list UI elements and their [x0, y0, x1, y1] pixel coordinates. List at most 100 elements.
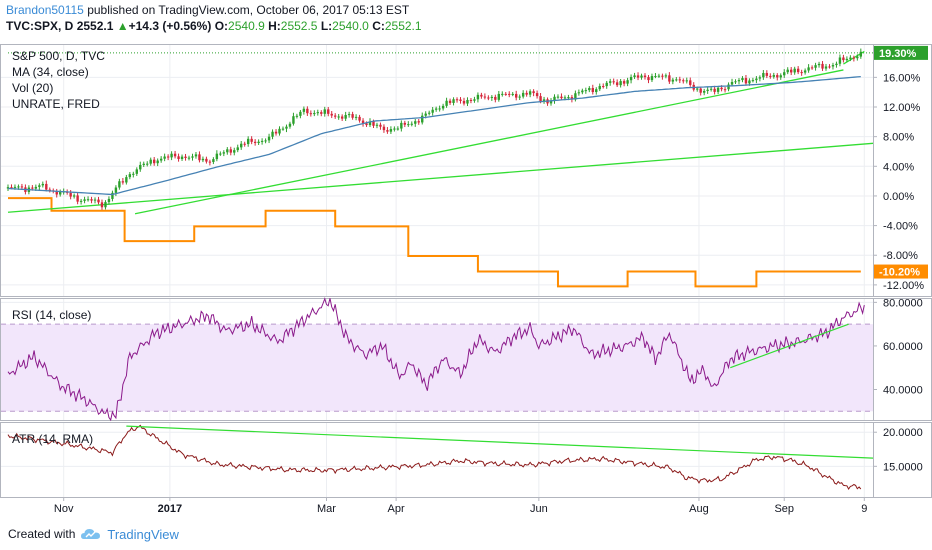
candle-body [748, 80, 751, 84]
moving-average-line [7, 75, 861, 196]
candle-body [762, 72, 765, 78]
x-tick-label: Mar [317, 503, 336, 515]
candle-body [187, 157, 191, 159]
publish-line: Brandon50115 published on TradingView.co… [6, 2, 926, 18]
candle-body [831, 65, 835, 67]
y-tick-label: 80.0000 [883, 297, 923, 309]
candle-body [79, 200, 83, 202]
candle-body [13, 186, 17, 188]
candle-body [810, 67, 814, 69]
candle-body [476, 94, 480, 100]
candle-body [194, 154, 198, 157]
candle-body [556, 96, 560, 98]
candle-body [734, 81, 737, 83]
y-tick-label: -4.00% [883, 221, 918, 233]
candle-body [716, 87, 720, 92]
candle-body [184, 156, 187, 159]
candle-body [501, 93, 504, 95]
candle-body [114, 187, 118, 193]
y-tick-label: 40.0000 [883, 385, 923, 397]
candle-body [615, 82, 619, 86]
candle-body [612, 81, 615, 83]
x-tick-label: 2017 [158, 503, 182, 515]
legend-item: UNRATE, FRED [12, 97, 100, 111]
legend-item: S&P 500, D, TVC [12, 49, 105, 63]
candle-body [643, 75, 647, 78]
candle-body [532, 91, 535, 94]
candle-body [640, 75, 643, 78]
author-link[interactable]: Brandon50115 [6, 3, 84, 17]
candle-body [59, 191, 62, 195]
x-tick-label: Sep [774, 503, 794, 515]
time-axis[interactable]: Nov 2017 Mar Apr Jun Aug Sep 9 [54, 497, 867, 515]
candle-body [340, 116, 344, 119]
candle-body [824, 66, 828, 69]
up-arrow-icon: ▲ [116, 19, 129, 33]
candle-body [86, 199, 90, 201]
candle-body [375, 124, 379, 126]
candle-body [466, 99, 469, 104]
candle-body [246, 138, 250, 145]
candle-body [313, 113, 316, 115]
candle-body [584, 90, 588, 92]
candle-body [828, 66, 831, 68]
low-label: L: [320, 19, 333, 33]
candle-body [699, 88, 702, 93]
atr-line [7, 424, 862, 490]
candle-body [452, 99, 455, 103]
rsi-pane[interactable]: 80.0000 60.0000 40.0000 RSI (14, close) [0, 297, 932, 422]
candle-body [166, 156, 170, 158]
atr-pane[interactable]: 20.0000 15.0000 ATR (14, RMA) [0, 422, 932, 498]
rsi-trendline [730, 323, 849, 369]
legend-item: MA (34, close) [12, 65, 89, 79]
candle-body [431, 109, 434, 113]
candle-body [170, 153, 173, 158]
low-value: 2540.0 [332, 19, 369, 33]
candle-body [438, 108, 441, 110]
candle-body [796, 68, 800, 73]
price-pane[interactable]: 16.00% 12.00% 8.00% 4.00% 0.00% -4.00% -8.00% -… [0, 44, 932, 297]
candle-body [121, 181, 125, 183]
candle-body [521, 92, 525, 97]
candle-body [152, 159, 156, 164]
candle-body [487, 97, 490, 99]
high-label: H: [268, 19, 281, 33]
trendline [7, 142, 874, 213]
price-change: +14.3 (+0.56%) [128, 19, 212, 33]
candle-body [723, 89, 727, 91]
candle-body [180, 156, 184, 160]
candle-body [508, 93, 511, 95]
candle-body [675, 79, 678, 81]
x-tick-label: 9 [861, 503, 867, 515]
rsi-line [7, 297, 865, 422]
candle-body [414, 121, 417, 124]
tradingview-brand[interactable]: TradingView [107, 526, 179, 542]
candle-body [772, 75, 775, 77]
open-label: O: [214, 19, 229, 33]
tradingview-cloud-icon [81, 529, 101, 539]
candle-body [410, 123, 413, 125]
candle-body [361, 120, 365, 124]
y-tick-label: 0.00% [883, 191, 914, 203]
candle-body [539, 96, 542, 102]
candle-body [852, 57, 856, 59]
candle-body [758, 77, 762, 79]
candle-body [515, 93, 518, 98]
candle-body [233, 150, 236, 153]
candle-body [69, 192, 72, 197]
candle-body [198, 154, 201, 161]
candle-body [417, 121, 420, 123]
candle-body [657, 75, 661, 77]
candle-body [483, 96, 487, 98]
candle-body [10, 187, 13, 189]
candle-body [139, 164, 142, 170]
candle-body [205, 158, 208, 162]
rsi-title: RSI (14, close) [12, 308, 91, 322]
x-tick-label: Jun [530, 503, 548, 515]
candle-body [469, 99, 473, 101]
candle-body [93, 199, 97, 201]
y-tick-label: 4.00% [883, 161, 914, 173]
candle-body [619, 81, 622, 86]
candle-body [626, 80, 629, 84]
